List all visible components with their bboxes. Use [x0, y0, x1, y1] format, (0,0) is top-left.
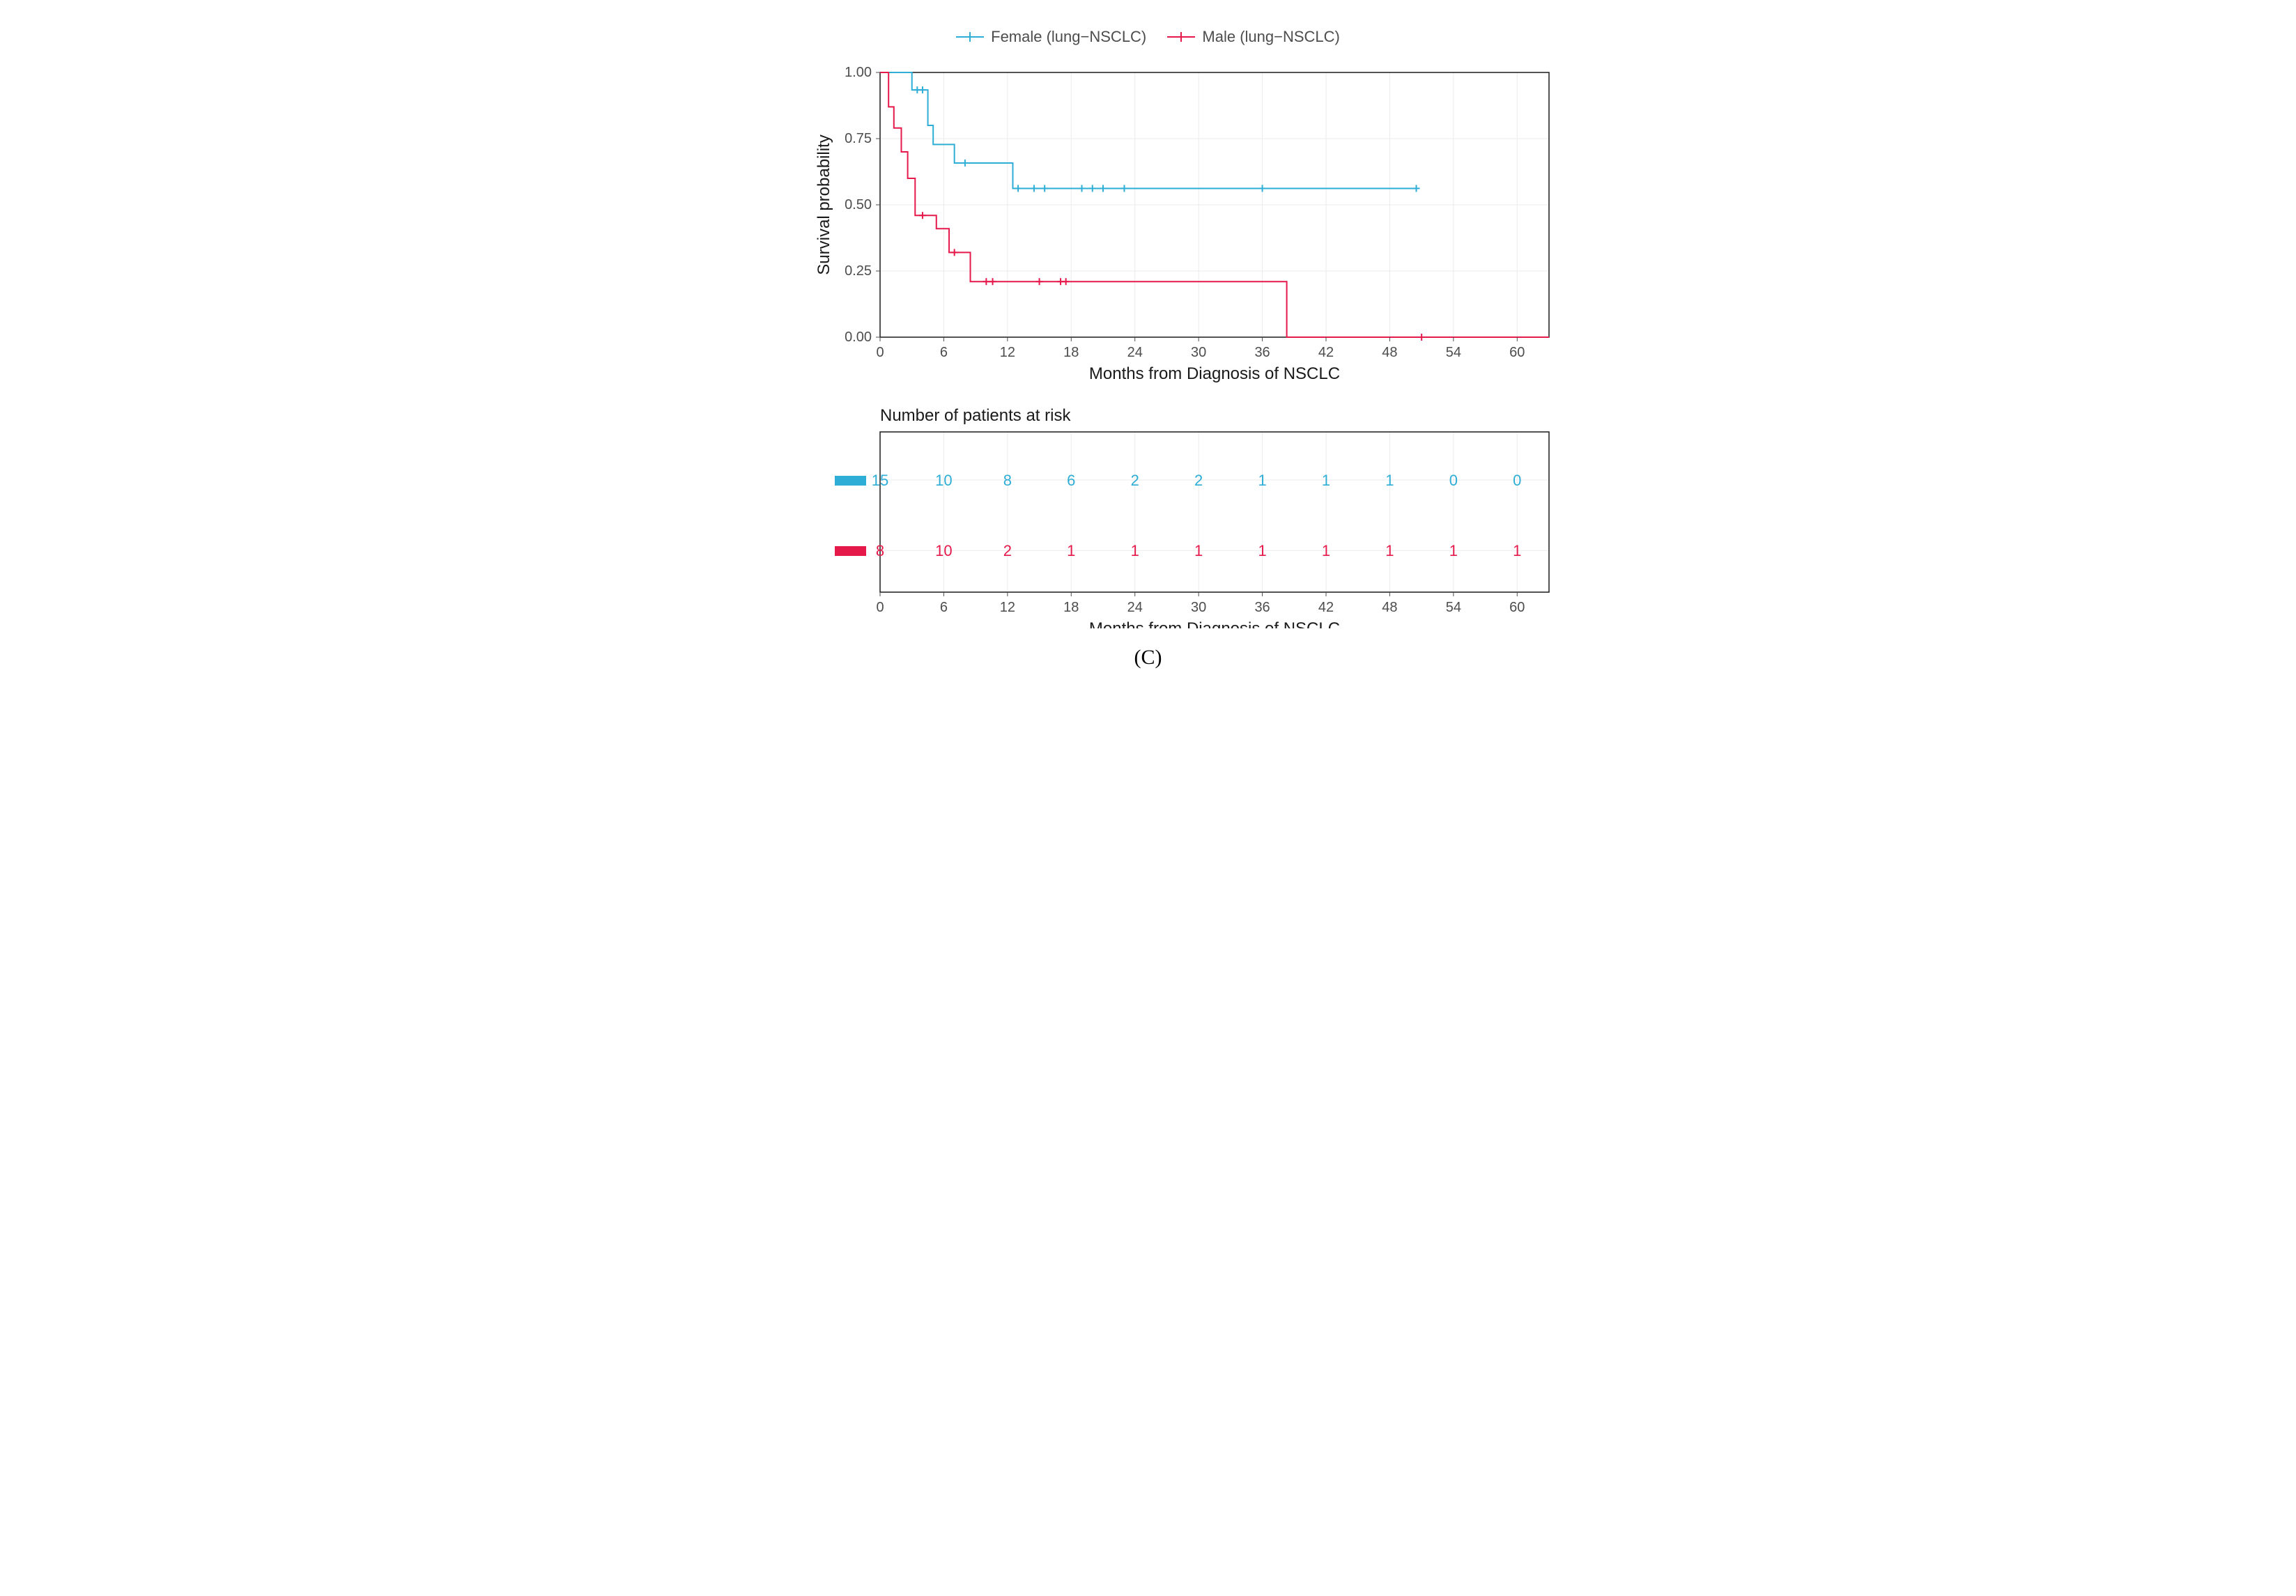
risk-value: 15 — [871, 472, 888, 489]
legend-marker-male — [1167, 30, 1195, 44]
svg-text:0.50: 0.50 — [845, 197, 872, 212]
risk-table-title: Number of patients at risk — [880, 406, 1071, 425]
risk-value: 1 — [1130, 542, 1139, 559]
svg-text:0.00: 0.00 — [845, 330, 872, 345]
svg-text:0.25: 0.25 — [845, 263, 872, 279]
svg-text:48: 48 — [1382, 600, 1397, 615]
risk-value: 1 — [1258, 472, 1266, 489]
svg-text:36: 36 — [1254, 600, 1270, 615]
svg-text:60: 60 — [1509, 600, 1525, 615]
legend-item-male: Male (lung−NSCLC) — [1167, 28, 1339, 46]
svg-text:18: 18 — [1063, 600, 1079, 615]
legend-label-female: Female (lung−NSCLC) — [991, 28, 1146, 46]
risk-table: Number of patients at risk15108622111008… — [814, 405, 1566, 628]
svg-text:6: 6 — [939, 345, 947, 360]
strata-tag — [835, 546, 866, 556]
legend-item-female: Female (lung−NSCLC) — [956, 28, 1146, 46]
svg-text:30: 30 — [1191, 345, 1206, 360]
risk-value: 1 — [1194, 542, 1203, 559]
svg-text:1.00: 1.00 — [845, 65, 872, 80]
legend-label-male: Male (lung−NSCLC) — [1202, 28, 1339, 46]
risk-value: 8 — [875, 542, 884, 559]
risk-value: 1 — [1449, 542, 1457, 559]
risk-value: 1 — [1385, 542, 1394, 559]
svg-text:12: 12 — [999, 345, 1015, 360]
svg-text:54: 54 — [1445, 600, 1461, 615]
legend: Female (lung−NSCLC) Male (lung−NSCLC) — [730, 28, 1566, 48]
risk-value: 8 — [1003, 472, 1011, 489]
risk-value: 10 — [935, 542, 952, 559]
svg-text:30: 30 — [1191, 600, 1206, 615]
risk-value: 0 — [1449, 472, 1457, 489]
svg-text:24: 24 — [1127, 600, 1142, 615]
svg-text:0: 0 — [876, 600, 884, 615]
strata-tag — [835, 476, 866, 486]
risk-value: 2 — [1003, 542, 1011, 559]
svg-text:18: 18 — [1063, 345, 1079, 360]
svg-text:60: 60 — [1509, 345, 1525, 360]
svg-text:42: 42 — [1318, 345, 1333, 360]
svg-text:6: 6 — [939, 600, 947, 615]
subcaption: (C) — [730, 646, 1566, 669]
svg-text:42: 42 — [1318, 600, 1333, 615]
risk-value: 10 — [935, 472, 952, 489]
risk-value: 1 — [1385, 472, 1394, 489]
risk-value: 1 — [1513, 542, 1521, 559]
svg-text:0: 0 — [876, 345, 884, 360]
svg-text:48: 48 — [1382, 345, 1397, 360]
risk-value: 2 — [1194, 472, 1203, 489]
svg-text:24: 24 — [1127, 345, 1142, 360]
km-line — [880, 72, 1417, 188]
legend-marker-female — [956, 30, 984, 44]
risk-value: 1 — [1321, 542, 1330, 559]
svg-text:54: 54 — [1445, 345, 1461, 360]
km-survival-plot: 0.00 0.25 0.50 0.75 1.00 0 6 12 18 24 30 36 42 48 54 60… — [814, 65, 1566, 393]
x-axis-label: Months from Diagnosis of NSCLC — [1088, 364, 1339, 383]
y-axis-label: Survival probability — [815, 134, 833, 274]
risk-value: 6 — [1067, 472, 1075, 489]
svg-text:36: 36 — [1254, 345, 1270, 360]
risk-value: 1 — [1258, 542, 1266, 559]
svg-text:0.75: 0.75 — [845, 131, 872, 146]
risk-value: 1 — [1321, 472, 1330, 489]
svg-text:12: 12 — [999, 600, 1015, 615]
risk-value: 0 — [1513, 472, 1521, 489]
risk-value: 1 — [1067, 542, 1075, 559]
risk-x-axis-label: Months from Diagnosis of NSCLC — [1088, 619, 1339, 628]
risk-value: 2 — [1130, 472, 1139, 489]
